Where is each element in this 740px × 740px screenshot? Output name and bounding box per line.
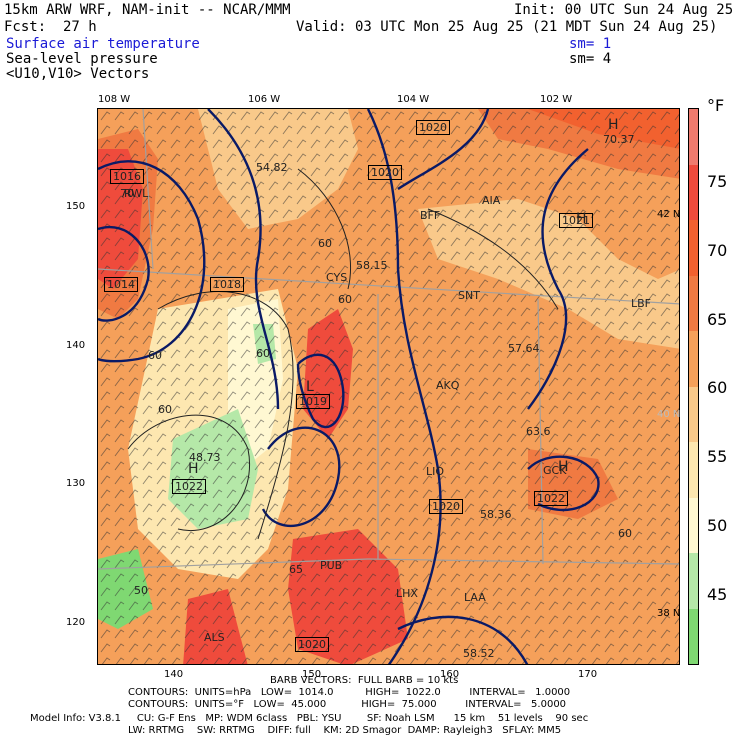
left-axis-label: 140: [66, 340, 86, 351]
contour-label: 70: [120, 187, 134, 200]
station-label: CYS: [326, 271, 348, 284]
pressure-label: 1020: [295, 637, 329, 652]
legend-swatch: [689, 386, 698, 442]
legend-swatch: [689, 109, 698, 165]
legend-tick: 70: [707, 241, 728, 260]
contour-label: 60: [338, 293, 352, 306]
footer-contours-pressure: CONTOURS: UNITS=hPa LOW= 1014.0 HIGH= 10…: [128, 687, 571, 698]
legend-swatch: [689, 608, 698, 664]
station-label: RWL: [124, 187, 149, 200]
pressure-label: 1018: [210, 277, 244, 292]
isotherms: [127, 168, 559, 540]
field-temperature: Surface air temperature: [6, 36, 200, 52]
model-title: 15km ARW WRF, NAM-init -- NCAR/MMM: [4, 2, 291, 18]
left-axis-label: 120: [66, 617, 86, 628]
legend-swatch: [689, 331, 698, 387]
legend-unit: °F: [707, 96, 725, 115]
pressure-label: 1020: [368, 165, 402, 180]
state-boundaries: [98, 109, 679, 570]
left-axis-label: 150: [66, 201, 86, 212]
top-axis-label: 104 W: [397, 94, 430, 105]
low-pressure-marker: L: [306, 379, 314, 395]
legend-swatch: [689, 164, 698, 220]
contour-label: 60: [618, 527, 632, 540]
station-label: AKQ: [436, 379, 460, 392]
station-label: LBF: [631, 297, 652, 310]
top-axis-label: 102 W: [540, 94, 573, 105]
legend-swatch: [689, 275, 698, 331]
contour-label: 65: [289, 563, 303, 576]
legend-tick: 60: [707, 378, 728, 397]
pressure-label: 1022: [172, 479, 206, 494]
legend-tick: 65: [707, 310, 728, 329]
temp-label: 57.64: [508, 342, 540, 355]
forecast-hour: Fcst: 27 h: [4, 19, 97, 35]
high-pressure-marker: H: [576, 211, 587, 227]
field-vectors: <U10,V10> Vectors: [6, 66, 150, 82]
temp-label: 70.37: [603, 133, 635, 146]
valid-time: Valid: 03 UTC Mon 25 Aug 25 (21 MDT Sun …: [296, 19, 718, 35]
high-pressure-marker: H: [558, 459, 569, 475]
wind-barb-field: [98, 109, 679, 664]
pressure-label: 1022: [534, 491, 568, 506]
station-label: LIO: [426, 465, 445, 478]
legend-tick: 45: [707, 585, 728, 604]
station-label: LHX: [396, 587, 418, 600]
footer-model-info: Model Info: V3.8.1 CU: G-F Ens MP: WDM 6…: [30, 713, 589, 724]
contour-label: 50: [134, 584, 148, 597]
contour-label: 60: [256, 347, 270, 360]
right-axis-label: 38 N: [657, 608, 681, 619]
temp-label: 54.82: [256, 161, 288, 174]
contour-label: 60: [148, 349, 162, 362]
footer-barbs: BARB VECTORS: FULL BARB = 10 kts: [270, 675, 459, 686]
legend-tick: 50: [707, 516, 728, 535]
legend-swatch: [689, 220, 698, 276]
temp-label: 63.6: [526, 425, 551, 438]
pressure-label: 1019: [296, 394, 330, 409]
station-label: BFF: [420, 209, 441, 222]
right-axis-label: 40 N: [657, 409, 681, 420]
bottom-axis-label: 160: [440, 669, 460, 680]
legend-swatch: [689, 442, 698, 498]
pressure-label: 1020: [429, 499, 463, 514]
left-axis-label: 130: [66, 478, 86, 489]
pressure-label: 1020: [416, 120, 450, 135]
bottom-axis-label: 170: [578, 669, 598, 680]
station-label: SNT: [458, 289, 480, 302]
pressure-label: 1014: [104, 277, 138, 292]
right-axis-label: 42 N: [657, 209, 681, 220]
map-graphic: [98, 109, 679, 664]
legend-tick: 55: [707, 447, 728, 466]
high-pressure-marker: H: [188, 461, 199, 477]
temp-label: 58.52: [463, 647, 495, 660]
bottom-axis-label: 140: [164, 669, 184, 680]
field-pressure-smooth: sm= 4: [569, 51, 612, 67]
pressure-label: 1016: [110, 169, 144, 184]
temp-label: 48.73: [189, 451, 221, 464]
contour-label: 60: [158, 403, 172, 416]
pressure-label: 1021: [559, 213, 593, 228]
color-legend: [688, 108, 699, 665]
legend-swatch: [689, 497, 698, 553]
temp-label: 58.36: [480, 508, 512, 521]
field-temperature-smooth: sm= 1: [569, 36, 612, 52]
station-label: AIA: [482, 194, 501, 207]
station-label: ALS: [204, 631, 225, 644]
top-axis-label: 108 W: [98, 94, 131, 105]
top-axis-label: 106 W: [248, 94, 281, 105]
map-panel: 54.82 58.15 57.64 63.6 48.73 58.36 58.52…: [97, 108, 680, 665]
high-pressure-marker: H: [608, 117, 619, 133]
footer-model-physics: LW: RRTMG SW: RRTMG DIFF: full KM: 2D Sm…: [128, 725, 562, 736]
legend-tick: 75: [707, 172, 728, 191]
footer-contours-temperature: CONTOURS: UNITS=°F LOW= 45.000 HIGH= 75.…: [128, 699, 567, 710]
field-pressure: Sea-level pressure: [6, 51, 158, 67]
station-label: PUB: [320, 559, 343, 572]
temp-label: 58.15: [356, 259, 388, 272]
legend-swatch: [689, 553, 698, 609]
contour-label: 60: [318, 237, 332, 250]
station-label: GCK: [543, 464, 567, 477]
bottom-axis-label: 150: [302, 669, 322, 680]
station-label: LAA: [464, 591, 486, 604]
init-time: Init: 00 UTC Sun 24 Aug 25: [514, 2, 734, 18]
